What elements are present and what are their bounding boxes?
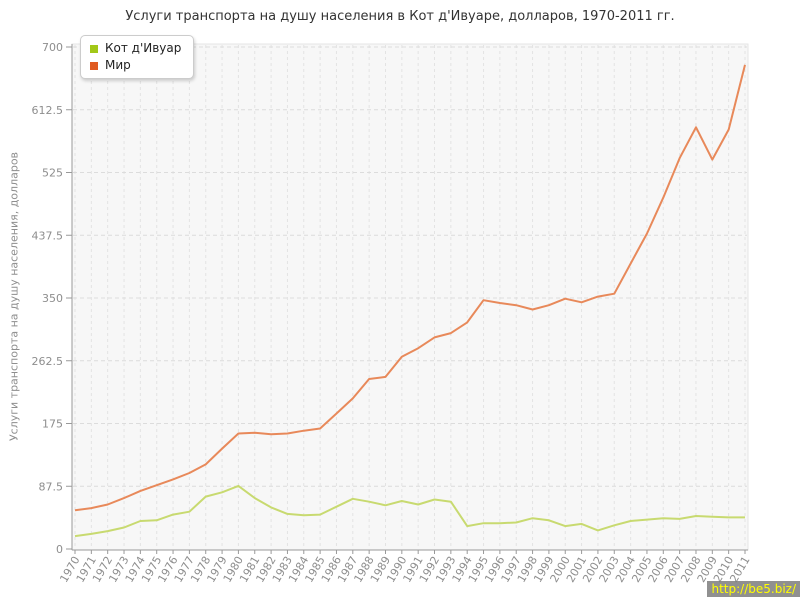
svg-text:437.5: 437.5 — [32, 229, 64, 242]
svg-text:525: 525 — [42, 167, 63, 180]
y-axis-labels: 0 87.5 175 262.5 350 437.5 525 612.5 700 — [32, 41, 64, 556]
chart-title: Услуги транспорта на душу населения в Ко… — [125, 9, 675, 24]
svg-text:700: 700 — [42, 41, 63, 54]
legend-label-cote-divoire: Кот д'Ивуар — [105, 41, 182, 55]
plot-area — [71, 43, 749, 551]
x-axis-labels: 1970197119721973197419751976197719781979… — [57, 554, 752, 585]
svg-text:0: 0 — [56, 543, 63, 556]
legend-swatch-world-icon — [90, 61, 98, 70]
legend-swatch-cote-divoire-icon — [90, 44, 98, 53]
svg-text:87.5: 87.5 — [39, 480, 64, 493]
legend-item-world[interactable]: Мир — [90, 57, 181, 74]
vertical-gridlines — [74, 45, 746, 549]
series-line-cote-divoire — [74, 484, 745, 538]
svg-text:612.5: 612.5 — [32, 104, 64, 117]
legend-label-world: Мир — [105, 58, 131, 72]
legend-item-cote-divoire[interactable]: Кот д'Ивуар — [90, 40, 181, 57]
series-line-world — [74, 64, 746, 512]
watermark-link[interactable]: http://be5.biz/ — [707, 581, 800, 597]
svg-text:350: 350 — [42, 292, 63, 305]
horizontal-gridlines — [73, 46, 747, 487]
svg-text:175: 175 — [42, 418, 63, 431]
legend: Кот д'Ивуар Мир — [80, 35, 195, 79]
svg-text:262.5: 262.5 — [32, 355, 64, 368]
axes — [66, 44, 748, 554]
